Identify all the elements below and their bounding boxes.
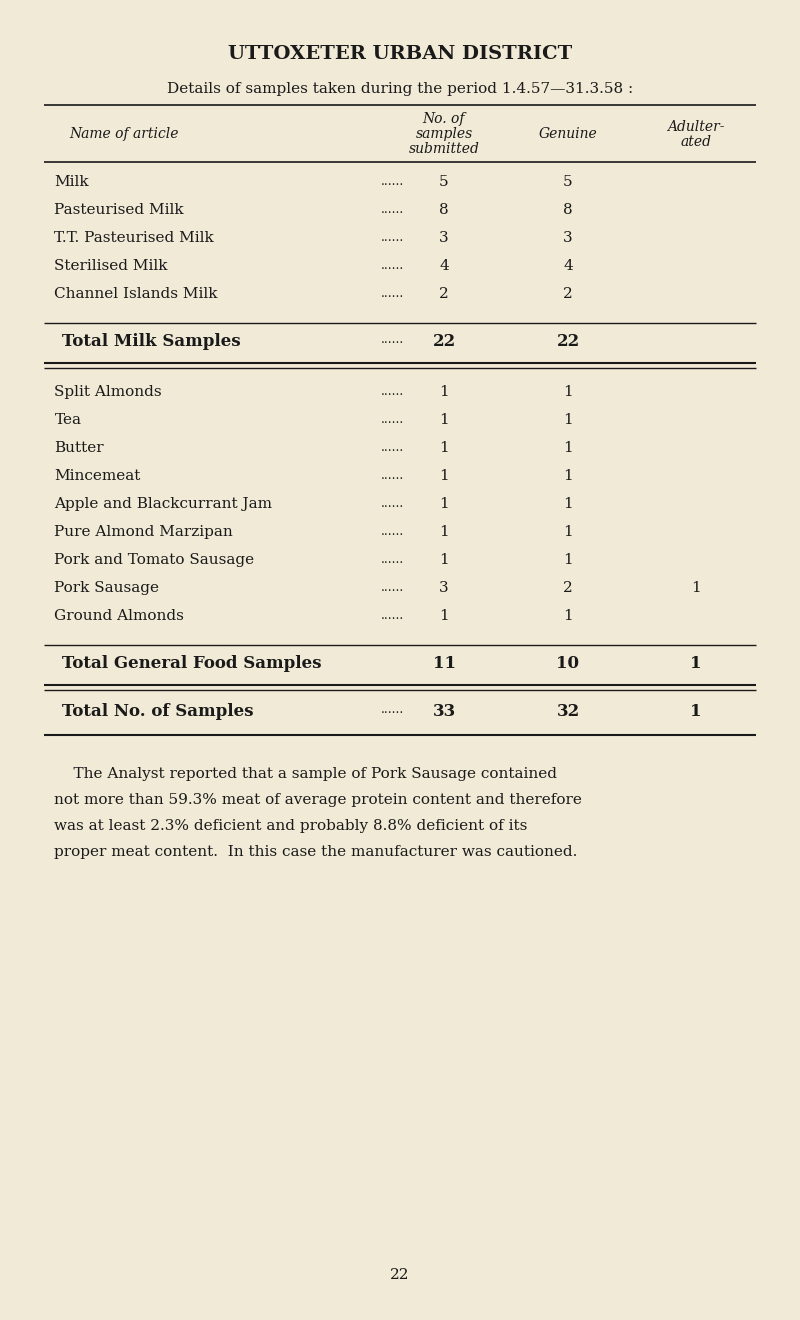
Text: 1: 1 [439,498,449,511]
Text: 5: 5 [439,176,449,189]
Text: not more than 59.3% meat of average protein content and therefore: not more than 59.3% meat of average prot… [54,793,582,807]
Text: 22: 22 [390,1269,410,1282]
Text: 8: 8 [439,203,449,216]
Text: ......: ...... [380,441,404,454]
Text: 1: 1 [563,553,573,568]
Text: 1: 1 [563,525,573,539]
Text: ......: ...... [380,704,404,715]
Text: 1: 1 [563,385,573,399]
Text: ......: ...... [380,286,404,300]
Text: proper meat content.  In this case the manufacturer was cautioned.: proper meat content. In this case the ma… [54,845,578,859]
Text: 1: 1 [563,413,573,426]
Text: 11: 11 [433,655,455,672]
Text: Pork Sausage: Pork Sausage [54,581,159,595]
Text: ......: ...... [380,498,404,510]
Text: 3: 3 [439,581,449,595]
Text: The Analyst reported that a sample of Pork Sausage contained: The Analyst reported that a sample of Po… [54,767,558,781]
Text: 3: 3 [563,231,573,246]
Text: 1: 1 [691,581,701,595]
Text: 1: 1 [563,469,573,483]
Text: ......: ...... [380,469,404,482]
Text: 1: 1 [563,609,573,623]
Text: Total Milk Samples: Total Milk Samples [62,333,241,350]
Text: Pork and Tomato Sausage: Pork and Tomato Sausage [54,553,254,568]
Text: 1: 1 [690,655,702,672]
Text: 5: 5 [563,176,573,189]
Text: ......: ...... [380,525,404,539]
Text: ......: ...... [380,176,404,187]
Text: 8: 8 [563,203,573,216]
Text: ......: ...... [380,203,404,216]
Text: 2: 2 [563,286,573,301]
Text: 1: 1 [439,469,449,483]
Text: 3: 3 [439,231,449,246]
Text: Ground Almonds: Ground Almonds [54,609,184,623]
Text: 33: 33 [432,704,456,719]
Text: 2: 2 [563,581,573,595]
Text: ......: ...... [380,609,404,622]
Text: 10: 10 [557,655,579,672]
Text: ......: ...... [380,333,404,346]
Text: ......: ...... [380,553,404,566]
Text: 4: 4 [439,259,449,273]
Text: 1: 1 [439,413,449,426]
Text: ated: ated [681,135,711,149]
Text: Genuine: Genuine [538,127,598,141]
Text: 1: 1 [439,385,449,399]
Text: Split Almonds: Split Almonds [54,385,162,399]
Text: Pasteurised Milk: Pasteurised Milk [54,203,184,216]
Text: Mincemeat: Mincemeat [54,469,141,483]
Text: 1: 1 [439,441,449,455]
Text: 22: 22 [556,333,580,350]
Text: 22: 22 [432,333,456,350]
Text: Details of samples taken during the period 1.4.57—31.3.58 :: Details of samples taken during the peri… [167,82,633,96]
Text: Tea: Tea [54,413,82,426]
Text: 1: 1 [439,525,449,539]
Text: 1: 1 [439,609,449,623]
Text: ......: ...... [380,385,404,399]
Text: Milk: Milk [54,176,89,189]
Text: Butter: Butter [54,441,104,455]
Text: 2: 2 [439,286,449,301]
Text: Apple and Blackcurrant Jam: Apple and Blackcurrant Jam [54,498,272,511]
Text: Adulter-: Adulter- [667,120,725,135]
Text: 4: 4 [563,259,573,273]
Text: 1: 1 [439,553,449,568]
Text: 1: 1 [563,498,573,511]
Text: 1: 1 [563,441,573,455]
Text: Sterilised Milk: Sterilised Milk [54,259,168,273]
Text: 32: 32 [556,704,580,719]
Text: Name of article: Name of article [70,127,179,141]
Text: ......: ...... [380,231,404,244]
Text: 1: 1 [690,704,702,719]
Text: Total General Food Samples: Total General Food Samples [62,655,322,672]
Text: ......: ...... [380,259,404,272]
Text: submitted: submitted [409,143,479,156]
Text: No. of: No. of [422,112,466,125]
Text: ......: ...... [380,413,404,426]
Text: Total No. of Samples: Total No. of Samples [62,704,254,719]
Text: Channel Islands Milk: Channel Islands Milk [54,286,218,301]
Text: was at least 2.3% deficient and probably 8.8% deficient of its: was at least 2.3% deficient and probably… [54,818,528,833]
Text: T.T. Pasteurised Milk: T.T. Pasteurised Milk [54,231,214,246]
Text: Pure Almond Marzipan: Pure Almond Marzipan [54,525,233,539]
Text: samples: samples [415,127,473,141]
Text: ......: ...... [380,581,404,594]
Text: UTTOXETER URBAN DISTRICT: UTTOXETER URBAN DISTRICT [228,45,572,63]
